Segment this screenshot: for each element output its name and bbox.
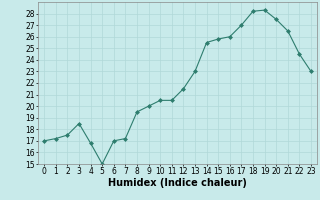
X-axis label: Humidex (Indice chaleur): Humidex (Indice chaleur) bbox=[108, 178, 247, 188]
